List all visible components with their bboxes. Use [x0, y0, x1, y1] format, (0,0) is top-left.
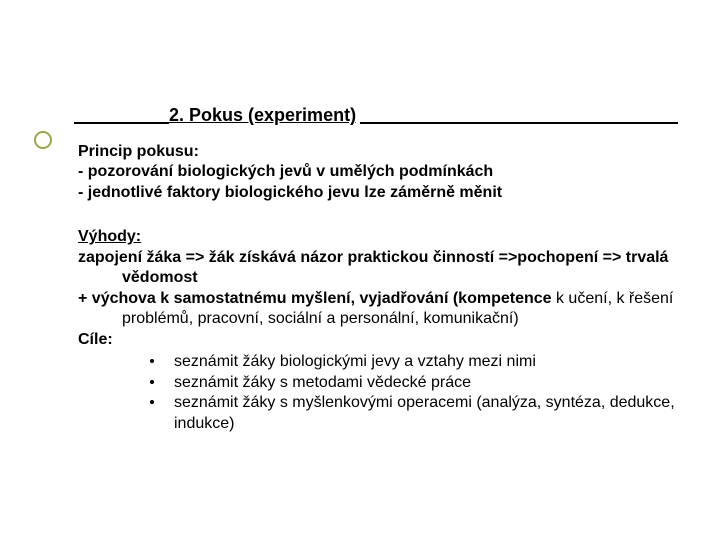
principle-item-1: - pozorování biologických jevů v umělých… [78, 162, 692, 182]
bullet-icon [150, 400, 154, 404]
title-rule-right [360, 122, 678, 124]
principle-item-2: - jednotlivé faktory biologického jevu l… [78, 183, 692, 203]
bullet-icon [150, 380, 154, 384]
advantages-text: zapojení žáka => žák získává názor prakt… [78, 248, 692, 289]
plus-line: + výchova k samostatnému myšlení, vyjadř… [78, 289, 692, 330]
list-item: seznámit žáky s myšlenkovými operacemi (… [150, 393, 692, 434]
list-item-text: seznámit žáky s metodami vědecké práce [174, 374, 471, 391]
goals-label: Cíle: [78, 330, 692, 350]
title-row: 2. Pokus (experiment) [74, 98, 678, 126]
principle-block: Princip pokusu: - pozorování biologickýc… [78, 142, 692, 203]
title-rule-left [74, 122, 169, 124]
list-item: seznámit žáky biologickými jevy a vztahy… [150, 352, 692, 372]
list-item-text: seznámit žáky biologickými jevy a vztahy… [174, 353, 536, 370]
principle-heading: Princip pokusu: [78, 142, 692, 162]
advantages-para: Výhody: zapojení žáka => žák získává náz… [78, 227, 692, 288]
advantages-label: Výhody: [78, 228, 141, 245]
slide-title: 2. Pokus (experiment) [169, 105, 360, 126]
plus-bold: + výchova k samostatnému myšlení, vyjadř… [78, 290, 552, 307]
advantages-block: Výhody: zapojení žáka => žák získává náz… [78, 227, 692, 434]
slide-body: Princip pokusu: - pozorování biologickýc… [78, 142, 692, 434]
goals-list: seznámit žáky biologickými jevy a vztahy… [78, 352, 692, 434]
decorative-circle [34, 131, 52, 149]
advantages-text-span: zapojení žáka => žák získává názor prakt… [78, 248, 692, 289]
bullet-icon [150, 359, 154, 363]
list-item: seznámit žáky s metodami vědecké práce [150, 373, 692, 393]
list-item-text: seznámit žáky s myšlenkovými operacemi (… [174, 394, 675, 431]
